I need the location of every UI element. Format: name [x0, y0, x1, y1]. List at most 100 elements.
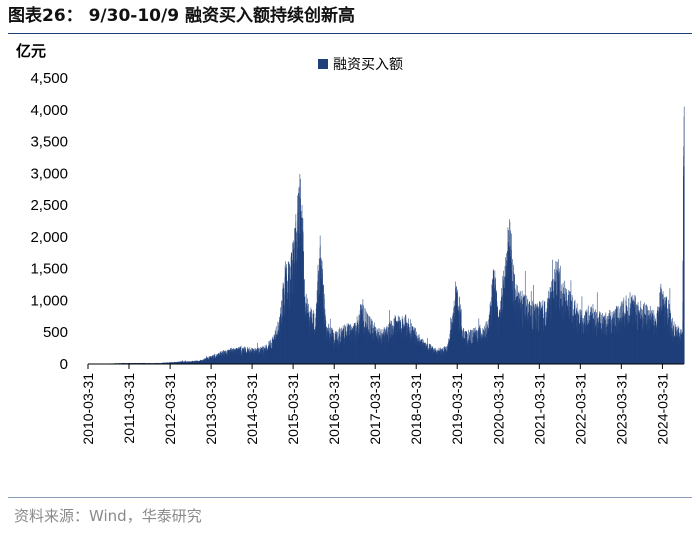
bar	[268, 351, 269, 364]
bar	[361, 314, 363, 364]
bar	[223, 353, 225, 364]
bar	[265, 351, 266, 364]
bar	[615, 334, 617, 364]
bar	[440, 354, 442, 364]
bar	[291, 292, 293, 364]
bar	[273, 340, 275, 364]
bar	[388, 323, 390, 364]
bar	[479, 337, 480, 364]
bar	[300, 238, 302, 364]
bar	[405, 338, 407, 364]
bar	[551, 281, 552, 364]
bar	[669, 317, 670, 364]
bar	[232, 353, 234, 364]
x-tick-label: 2023-03-31	[613, 373, 629, 445]
bar	[464, 342, 465, 364]
bar	[192, 360, 194, 364]
bar	[506, 266, 508, 364]
bar	[559, 265, 561, 364]
bar	[249, 353, 250, 364]
bar	[330, 341, 331, 364]
bar	[200, 360, 202, 364]
bar	[666, 324, 668, 364]
bar	[444, 354, 445, 364]
bar	[337, 345, 339, 364]
bar	[331, 330, 332, 364]
bar	[171, 362, 173, 364]
bar	[243, 348, 244, 364]
bar	[681, 332, 683, 364]
bar	[276, 334, 278, 364]
bars-series	[88, 106, 685, 365]
x-tick-label: 2011-03-31	[121, 373, 137, 444]
bar	[209, 357, 210, 364]
bar	[166, 362, 167, 364]
bar	[302, 232, 304, 364]
bar	[266, 351, 268, 364]
bar	[405, 326, 406, 364]
bar	[381, 344, 383, 364]
bar	[512, 259, 513, 364]
bar	[296, 260, 298, 364]
bar	[630, 314, 632, 364]
bar	[616, 314, 618, 364]
bar	[457, 323, 459, 364]
bar	[264, 347, 265, 364]
bar	[350, 341, 351, 364]
bar	[173, 362, 175, 364]
bar	[328, 341, 330, 364]
bar	[611, 319, 612, 364]
bar	[500, 300, 501, 364]
bar	[449, 339, 450, 364]
bar	[261, 348, 262, 364]
bar	[250, 351, 252, 364]
bar	[382, 333, 383, 364]
bar	[660, 283, 662, 364]
bar	[411, 340, 412, 364]
x-tick-label: 2015-03-31	[285, 373, 301, 445]
bar	[307, 321, 309, 364]
bar	[659, 314, 661, 364]
bar	[508, 251, 510, 364]
bar	[368, 316, 370, 364]
bar	[514, 313, 515, 364]
bar	[258, 353, 260, 364]
bar	[239, 349, 240, 364]
bar	[539, 303, 541, 364]
bar	[571, 295, 573, 364]
bar	[224, 351, 225, 364]
bar	[634, 307, 636, 364]
bar	[328, 342, 329, 364]
bar	[280, 323, 282, 364]
bar	[552, 278, 554, 364]
bar	[588, 323, 589, 364]
bar	[624, 315, 626, 364]
bar	[555, 272, 556, 364]
bar	[484, 340, 486, 364]
source-note: 资料来源：Wind，华泰研究	[14, 507, 202, 525]
bar	[400, 322, 401, 364]
bar	[527, 305, 529, 364]
bar	[137, 362, 139, 364]
x-tick-label: 2012-03-31	[162, 373, 178, 445]
bar	[543, 332, 545, 364]
bar	[407, 332, 408, 364]
bar	[170, 362, 172, 364]
bar	[429, 349, 431, 364]
bar	[303, 304, 305, 364]
bar	[197, 361, 199, 364]
bar	[509, 221, 511, 364]
bar	[621, 322, 622, 364]
bar	[254, 348, 256, 364]
bar	[228, 353, 230, 364]
bar	[413, 343, 415, 364]
bar	[508, 243, 509, 364]
bar	[591, 314, 592, 364]
bar	[601, 326, 603, 364]
bar	[261, 347, 263, 364]
bar	[365, 311, 366, 364]
bar	[548, 290, 549, 364]
bar	[617, 317, 618, 364]
bar	[446, 346, 448, 364]
bar	[521, 317, 523, 364]
